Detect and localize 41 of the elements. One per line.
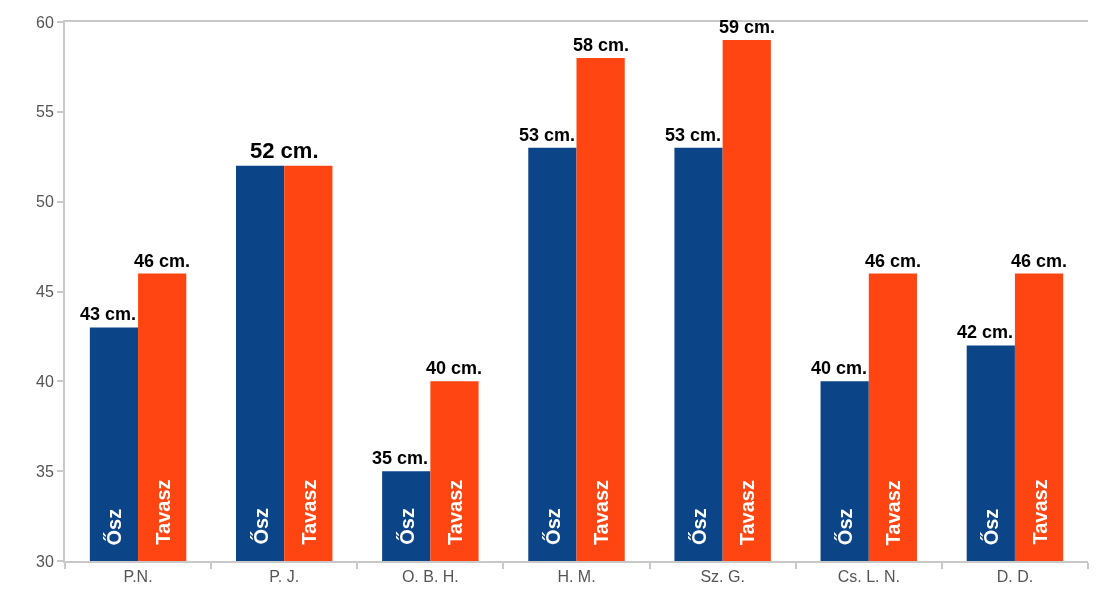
data-label: 53 cm.: [519, 125, 576, 145]
data-label: 46 cm.: [1011, 251, 1068, 271]
data-label: 52 cm.: [250, 138, 319, 163]
data-label: 43 cm.: [80, 304, 137, 324]
x-tick-label: Cs. L. N.: [837, 568, 900, 586]
data-label: 59 cm.: [719, 17, 776, 37]
series-label: Ősz: [980, 508, 1003, 546]
data-label: 35 cm.: [372, 448, 429, 468]
text: Tavasz: [151, 479, 174, 545]
data-label: 42 cm.: [957, 322, 1014, 342]
y-tick-label: 35: [36, 462, 54, 480]
text: Tavasz: [1028, 479, 1051, 545]
x-tick-label: Sz. G.: [700, 568, 745, 586]
data-label: 40 cm.: [811, 358, 868, 378]
y-tick-label: 55: [36, 103, 54, 121]
x-tick-label: P. J.: [269, 568, 300, 586]
y-tick-label: 30: [36, 552, 54, 570]
x-tick-label: D. D.: [996, 568, 1034, 586]
text: Tavasz: [590, 479, 613, 546]
data-label: 46 cm.: [865, 251, 922, 271]
text: Ősz: [103, 508, 126, 546]
x-tick-label: O. B. H.: [401, 568, 459, 586]
text: Tavasz: [882, 480, 905, 546]
y-tick-label: 50: [36, 193, 54, 211]
text: Ősz: [834, 508, 857, 546]
y-tick-label: 40: [36, 372, 54, 390]
x-tick-label: P.N.: [123, 568, 153, 586]
data-label: 58 cm.: [573, 35, 630, 55]
series-label: Tavasz: [443, 479, 466, 545]
data-label: 46 cm.: [134, 251, 191, 271]
y-tick-label: 60: [36, 13, 54, 31]
text: Tavasz: [736, 480, 759, 546]
data-label: 53 cm.: [665, 125, 722, 145]
data-label: 40 cm.: [426, 358, 483, 378]
text: Ősz: [249, 507, 272, 545]
text: Tavasz: [297, 479, 320, 545]
text: Ősz: [395, 508, 418, 545]
y-tick-label: 45: [36, 283, 54, 301]
x-tick-label: H. M.: [557, 568, 596, 586]
text: Ősz: [688, 508, 711, 546]
text: Ősz: [541, 508, 564, 545]
